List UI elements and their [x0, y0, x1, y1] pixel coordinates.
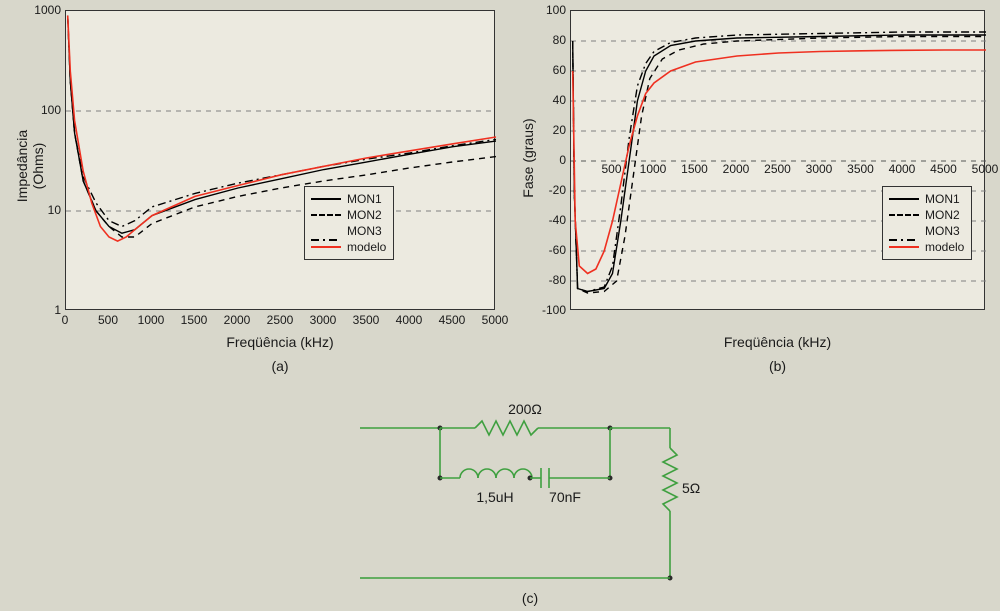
legend-label: MON3 [925, 224, 960, 238]
ylabel-a: Impedância (Ohms) [14, 106, 46, 226]
xtick-label: 1500 [176, 313, 212, 327]
xtick-label: 5000 [477, 313, 513, 327]
legend-label: MON2 [925, 208, 960, 222]
legend-label: modelo [925, 240, 964, 254]
svg-text:5Ω: 5Ω [682, 480, 700, 496]
ytick-label: 20 [534, 123, 566, 137]
xtick-label: 4000 [884, 162, 920, 176]
xtick-label: 500 [594, 162, 630, 176]
legend-swatch [311, 198, 341, 200]
xtick-label: 3000 [305, 313, 341, 327]
legend-item: modelo [311, 239, 387, 255]
legend-label: MON1 [925, 192, 960, 206]
legend-swatch [889, 246, 919, 248]
ytick-label: -100 [534, 303, 566, 317]
ytick-label: 0 [534, 153, 566, 167]
legend-swatch [889, 198, 919, 200]
ytick-label: -60 [534, 243, 566, 257]
legend-a: MON1 MON2 MON3 modelo [304, 186, 394, 260]
ytick-label: 1000 [21, 3, 61, 17]
xlabel-a: Freqüência (kHz) [65, 334, 495, 350]
xtick-label: 4500 [434, 313, 470, 327]
xtick-label: 0 [47, 313, 83, 327]
svg-text:1,5uH: 1,5uH [476, 489, 513, 505]
legend-swatch [311, 214, 341, 216]
xtick-label: 4000 [391, 313, 427, 327]
svg-text:70nF: 70nF [549, 489, 581, 505]
phase-plot: MON1 MON2 MON3 modelo [570, 10, 985, 310]
legend-label: MON2 [347, 208, 382, 222]
legend-item: MON3 [311, 223, 387, 239]
legend-label: modelo [347, 240, 386, 254]
xtick-label: 3500 [843, 162, 879, 176]
legend-swatch [311, 246, 341, 248]
legend-label: MON1 [347, 192, 382, 206]
xtick-label: 4500 [926, 162, 962, 176]
sublabel-a: (a) [65, 358, 495, 374]
legend-item: MON2 [311, 207, 387, 223]
legend-label: MON3 [347, 224, 382, 238]
xtick-label: 2500 [262, 313, 298, 327]
ytick-label: 60 [534, 63, 566, 77]
ytick-label: 40 [534, 93, 566, 107]
ylabel-b: Fase (graus) [520, 108, 536, 208]
legend-item: modelo [889, 239, 965, 255]
sublabel-b: (b) [570, 358, 985, 374]
legend-swatch [889, 230, 919, 232]
ytick-label: 80 [534, 33, 566, 47]
legend-swatch [889, 214, 919, 216]
legend-item: MON2 [889, 207, 965, 223]
xtick-label: 1500 [677, 162, 713, 176]
xtick-label: 1000 [635, 162, 671, 176]
circuit-diagram: 200Ω 1,5uH 70nF 5Ω [330, 388, 730, 598]
legend-item: MON1 [311, 191, 387, 207]
ytick-label: -20 [534, 183, 566, 197]
figure: MON1MON2MON3modelo 1101001000 0500100015… [0, 0, 1000, 611]
xtick-label: 3000 [801, 162, 837, 176]
impedance-plot: MON1 MON2 MON3 modelo [65, 10, 495, 310]
legend-swatch [311, 230, 341, 232]
impedance-plot-svg [66, 11, 496, 311]
svg-text:200Ω: 200Ω [508, 401, 542, 417]
xtick-label: 5000 [967, 162, 1000, 176]
xtick-label: 2000 [718, 162, 754, 176]
xtick-label: 3500 [348, 313, 384, 327]
phase-plot-svg [571, 11, 986, 311]
xtick-label: 2500 [760, 162, 796, 176]
legend-item: MON3 [889, 223, 965, 239]
ytick-label: -80 [534, 273, 566, 287]
sublabel-c: (c) [330, 590, 730, 606]
legend-b: MON1 MON2 MON3 modelo [882, 186, 972, 260]
xtick-label: 1000 [133, 313, 169, 327]
legend-item: MON1 [889, 191, 965, 207]
ytick-label: -40 [534, 213, 566, 227]
ytick-label: 100 [534, 3, 566, 17]
xtick-label: 2000 [219, 313, 255, 327]
xlabel-b: Freqüência (kHz) [570, 334, 985, 350]
xtick-label: 500 [90, 313, 126, 327]
